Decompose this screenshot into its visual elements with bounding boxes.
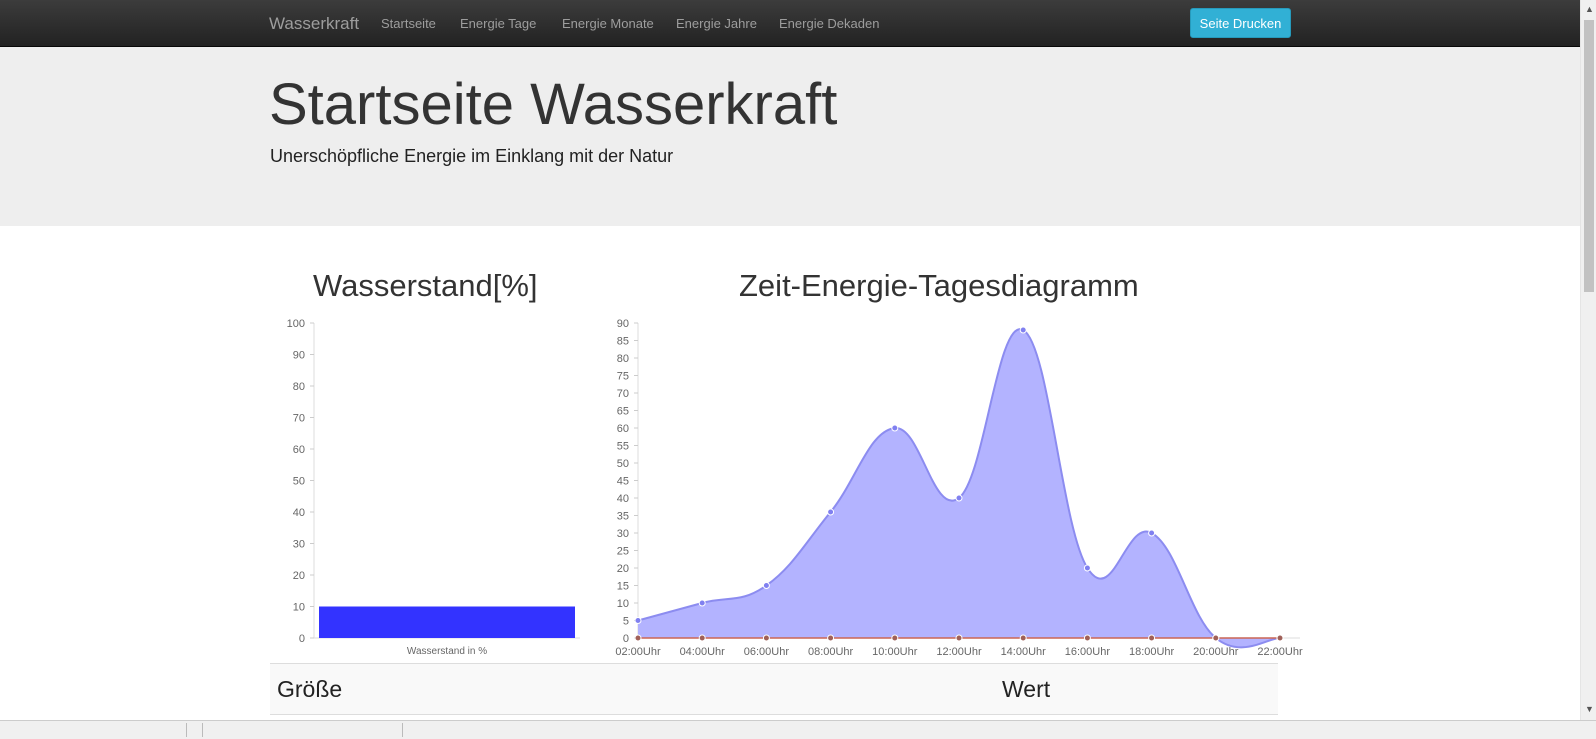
data-point [1019, 634, 1027, 642]
y-tick-label: 20 [293, 570, 305, 582]
y-tick-label: 30 [293, 539, 305, 551]
nav-item-energie-jahre[interactable]: Energie Jahre [676, 16, 757, 31]
data-point [698, 634, 706, 642]
energy-chart: 0 5 10 15 20 25 30 35 40 45 50 55 60 65 70 75 80 85 90 02:0… [615, 318, 1303, 658]
navbar: Wasserkraft Startseite Energie Tage Ener… [0, 0, 1580, 47]
data-point [762, 634, 770, 642]
x-tick-label: 20:00Uhr [1193, 646, 1239, 658]
scrollbar-thumb[interactable] [1584, 20, 1594, 292]
y-tick-label: 40 [617, 493, 629, 505]
y-tick-label: 60 [293, 444, 305, 456]
x-tick-label: Wasserstand in % [407, 646, 487, 657]
status-segment [186, 723, 387, 737]
y-tick-label: 15 [617, 581, 629, 593]
x-tick-label: 22:00Uhr [1257, 646, 1303, 658]
data-point [1276, 634, 1284, 642]
water-level-chart: 0 10 20 30 40 50 60 70 80 90 100 Wasserstand in % [287, 318, 580, 657]
status-bar [0, 720, 1596, 739]
y-tick-label: 25 [617, 546, 629, 558]
y-tick-label: 0 [623, 633, 629, 645]
bar [319, 606, 575, 638]
scroll-down-icon[interactable]: ▼ [1585, 704, 1594, 714]
x-tick-label: 08:00Uhr [808, 646, 854, 658]
data-point [955, 634, 963, 642]
status-segment [202, 723, 403, 737]
x-tick-label: 10:00Uhr [872, 646, 918, 658]
data-point [698, 599, 706, 607]
y-tick-label: 65 [617, 406, 629, 418]
x-tick-label: 16:00Uhr [1065, 646, 1111, 658]
x-tick-label: 12:00Uhr [936, 646, 982, 658]
y-tick-label: 5 [623, 616, 629, 628]
y-tick-label: 100 [287, 318, 305, 330]
y-tick-label: 70 [293, 413, 305, 425]
y-tick-label: 70 [617, 388, 629, 400]
data-point [1148, 529, 1156, 537]
data-point [891, 424, 899, 432]
y-tick-label: 20 [617, 563, 629, 575]
print-page-button[interactable]: Seite Drucken [1190, 8, 1291, 38]
y-tick-label: 0 [299, 633, 305, 645]
table-header-groesse: Größe [277, 676, 343, 702]
y-tick-label: 30 [617, 528, 629, 540]
x-tick-label: 14:00Uhr [1001, 646, 1047, 658]
y-tick-label: 45 [617, 476, 629, 488]
nav-item-energie-dekaden[interactable]: Energie Dekaden [779, 16, 880, 31]
data-point [1083, 634, 1091, 642]
y-tick-label: 90 [293, 350, 305, 362]
page-subtitle: Unerschöpfliche Energie im Einklang mit … [270, 146, 674, 166]
nav-item-energie-tage[interactable]: Energie Tage [460, 16, 537, 31]
scroll-up-icon[interactable]: ▲ [1585, 4, 1594, 14]
data-point [1019, 326, 1027, 334]
data-point [634, 634, 642, 642]
data-point [762, 582, 770, 589]
y-tick-label: 55 [617, 441, 629, 453]
data-point [634, 617, 642, 624]
data-point [891, 634, 899, 642]
y-tick-label: 90 [617, 318, 629, 330]
y-tick-label: 80 [293, 381, 305, 393]
y-tick-label: 75 [617, 371, 629, 383]
energy-chart-title: Zeit-Energie-Tagesdiagramm [739, 268, 1139, 303]
nav-item-energie-monate[interactable]: Energie Monate [562, 16, 654, 31]
data-point [1212, 634, 1220, 642]
data-point [827, 508, 835, 516]
jumbotron: Startseite Wasserkraft Unerschöpfliche E… [0, 47, 1580, 226]
x-tick-label: 04:00Uhr [680, 646, 726, 658]
page-title: Startseite Wasserkraft [269, 72, 838, 137]
data-table-header: Größe Wert [270, 663, 1278, 715]
x-tick-label: 06:00Uhr [744, 646, 790, 658]
y-tick-label: 10 [617, 598, 629, 610]
x-tick-label: 02:00Uhr [615, 646, 661, 658]
series-area [638, 329, 1280, 648]
water-level-chart-title: Wasserstand[%] [313, 268, 538, 303]
y-tick-label: 80 [617, 353, 629, 365]
data-point [1083, 564, 1091, 572]
y-tick-label: 50 [293, 476, 305, 488]
navbar-brand[interactable]: Wasserkraft [269, 14, 360, 33]
y-tick-label: 10 [293, 602, 305, 614]
data-point [955, 494, 963, 502]
nav-item-startseite[interactable]: Startseite [381, 16, 436, 31]
status-segment [402, 723, 603, 737]
data-point [1148, 634, 1156, 642]
y-tick-label: 50 [617, 458, 629, 470]
vertical-scrollbar[interactable]: ▲ ▼ [1580, 0, 1596, 720]
y-tick-label: 60 [617, 423, 629, 435]
table-header-wert: Wert [1002, 676, 1051, 702]
y-tick-label: 35 [617, 511, 629, 523]
x-tick-label: 18:00Uhr [1129, 646, 1175, 658]
y-tick-label: 85 [617, 336, 629, 348]
y-tick-label: 40 [293, 507, 305, 519]
data-point [827, 634, 835, 642]
